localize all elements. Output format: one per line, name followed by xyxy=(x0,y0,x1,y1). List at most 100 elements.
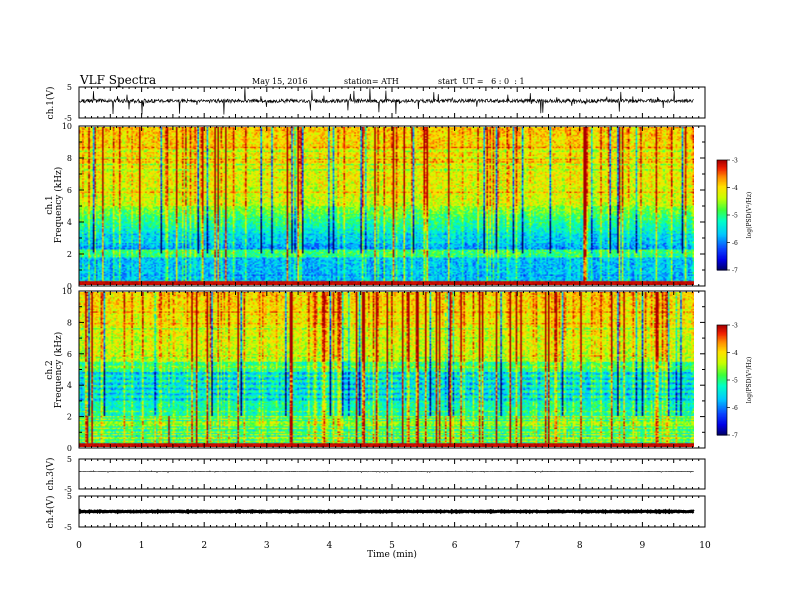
colorbar-segment xyxy=(717,226,727,228)
colorbar-segment xyxy=(717,221,727,224)
colorbar-segment xyxy=(717,403,727,406)
colorbar-segment xyxy=(717,363,727,366)
colorbar-tick-label: -6 xyxy=(732,405,738,412)
x-tick-label: 10 xyxy=(699,541,711,551)
colorbar-segment xyxy=(717,397,727,400)
ch1-spectrogram-image xyxy=(79,127,694,285)
colorbar-segment xyxy=(717,253,727,256)
colorbar-segment xyxy=(717,212,727,215)
colorbar-segment xyxy=(717,424,727,426)
frequency-tick-label: 4 xyxy=(67,381,72,390)
colorbar-segment xyxy=(717,177,727,180)
x-tick-label: 1 xyxy=(139,541,145,551)
colorbar-segment xyxy=(717,161,727,164)
colorbar-segment xyxy=(717,254,727,257)
colorbar-segment xyxy=(717,331,727,334)
colorbar-segment xyxy=(717,252,727,255)
x-tick-label: 4 xyxy=(327,541,333,551)
colorbar-segment xyxy=(717,342,727,345)
colorbar-segment xyxy=(717,227,727,230)
colorbar-segment xyxy=(717,180,727,183)
colorbar-segment xyxy=(717,235,727,238)
colorbar-segment xyxy=(717,430,727,433)
ch1-spectrogram-ylabel-line2: Frequency (kHz) xyxy=(53,167,64,244)
colorbar-segment xyxy=(717,194,727,197)
colorbar-segment xyxy=(717,175,727,178)
colorbar-segment xyxy=(717,172,727,175)
colorbar-segment xyxy=(717,356,727,359)
colorbar-segment xyxy=(717,238,727,241)
colorbar-segment xyxy=(717,179,727,182)
colorbar-segment xyxy=(717,263,727,266)
x-tick-label: 2 xyxy=(201,541,207,551)
colorbar-segment xyxy=(717,360,727,363)
ch1-ytick-bottom: -5 xyxy=(64,114,72,123)
colorbar-label: log(PSD(V²/Hz) xyxy=(746,357,753,404)
frequency-tick-label: 6 xyxy=(67,350,72,359)
colorbar-segment xyxy=(717,374,727,377)
colorbar-segment xyxy=(717,369,727,371)
frequency-tick-label: 2 xyxy=(67,413,72,422)
wave1-line xyxy=(79,87,694,115)
x-tick-label: 5 xyxy=(389,541,395,551)
colorbar-segment xyxy=(717,245,727,248)
start-time-label: start UT = 6 : 0 : 1 xyxy=(438,77,525,86)
colorbar-segment xyxy=(717,169,727,172)
colorbar-tick-label: -3 xyxy=(732,323,738,330)
colorbar-segment xyxy=(717,267,727,270)
ch1-spectrogram-ylabel-line1: ch.1 xyxy=(45,195,55,214)
colorbar-tick-label: -5 xyxy=(732,378,738,385)
colorbar-segment xyxy=(717,433,727,436)
colorbar-segment xyxy=(717,209,727,212)
colorbar-segment xyxy=(717,389,727,392)
colorbar-segment xyxy=(717,362,727,365)
colorbar-segment xyxy=(717,334,727,337)
colorbar-segment xyxy=(717,406,727,409)
colorbar-segment xyxy=(717,341,727,344)
colorbar-segment xyxy=(717,413,727,415)
colorbar-segment xyxy=(717,340,727,343)
frequency-tick-label: 4 xyxy=(67,218,72,227)
ch4-ytick-top: 5 xyxy=(67,492,72,501)
colorbar-segment xyxy=(717,417,727,420)
colorbar-segment xyxy=(717,378,727,381)
colorbar-segment xyxy=(717,333,727,336)
colorbar-segment xyxy=(717,381,727,384)
colorbar-segment xyxy=(717,391,727,393)
colorbar-segment xyxy=(717,385,727,388)
ch1-ytick-top: 5 xyxy=(67,83,72,92)
colorbar-segment xyxy=(717,337,727,340)
colorbar-segment xyxy=(717,160,727,162)
colorbar-segment xyxy=(717,193,727,195)
colorbar-segment xyxy=(717,215,727,217)
colorbar-segment xyxy=(717,217,727,220)
colorbar-segment xyxy=(717,421,727,424)
colorbar-segment xyxy=(717,364,727,367)
colorbar-segment xyxy=(717,408,727,411)
wave3-line xyxy=(79,470,694,474)
frequency-tick-label: 2 xyxy=(67,250,72,259)
colorbar-segment xyxy=(717,370,727,373)
colorbar-segment xyxy=(717,205,727,208)
colorbar-segment xyxy=(717,367,727,370)
colorbar-segment xyxy=(717,352,727,355)
wave4-line xyxy=(79,508,695,515)
colorbar-segment xyxy=(717,260,727,263)
colorbar-segment xyxy=(717,428,727,431)
colorbar-segment xyxy=(717,228,727,231)
colorbar-segment xyxy=(717,347,727,349)
colorbar-segment xyxy=(717,188,727,191)
colorbars: -3 -4 -5 -6 -7 log(PSD(V²/Hz) -3 -4 -5 -6 -7 log(PS… xyxy=(716,158,753,440)
ch2-spectrogram-ylabel-line2: Frequency (kHz) xyxy=(53,332,64,409)
colorbar-segment xyxy=(717,168,727,171)
frequency-tick-label: 10 xyxy=(62,287,72,296)
frequency-tick-label: 10 xyxy=(62,122,72,131)
colorbar-tick-label: -5 xyxy=(732,213,738,220)
colorbar-segment xyxy=(717,208,727,211)
x-tick-label: 7 xyxy=(514,541,520,551)
x-axis-label: Time (min) xyxy=(367,549,417,560)
colorbar-segment xyxy=(717,377,727,380)
colorbar-segment xyxy=(717,392,727,395)
colorbar-segment xyxy=(717,336,727,338)
ch3-waveform-trace xyxy=(79,470,694,474)
